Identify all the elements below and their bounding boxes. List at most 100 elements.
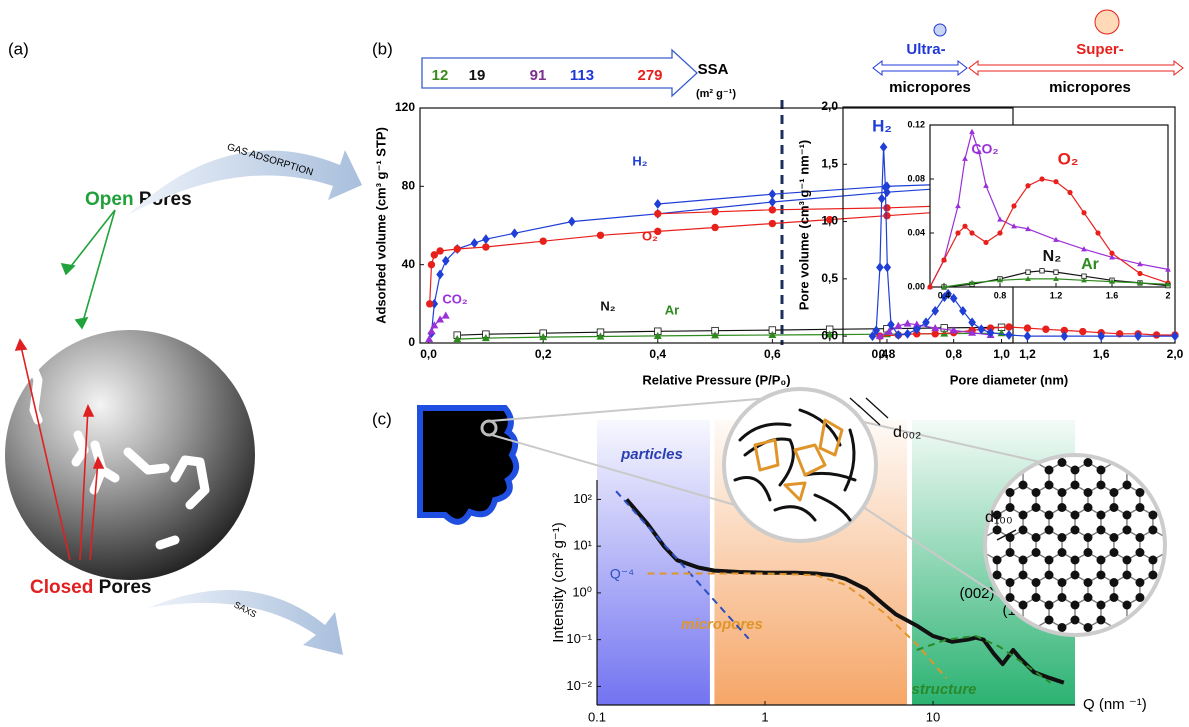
data-point [1109,254,1115,260]
atom [1135,548,1145,557]
atom [1135,593,1145,602]
atom [1148,570,1158,580]
data-point [983,239,989,246]
series-label: O₂ [642,228,658,243]
data-point [1137,261,1143,267]
data-point [969,128,975,134]
atom [1031,593,1041,602]
data-point [436,315,445,323]
arrow-head [60,262,89,330]
data-point [453,334,462,343]
x-tick-label: 2 [1165,290,1170,300]
atom [992,555,1002,565]
chart: 0.4 0.8 1.2 1.6 2 0.00 0.04 0.08 0.12 CO₂ O₂ N₂ Ar [907,119,1171,300]
data-point [872,325,881,336]
atom [1148,525,1158,535]
hexagon [1179,553,1189,583]
data-point [430,321,439,329]
series-label: O₂ [1058,149,1079,168]
x-tick-label: 1,2 [1019,347,1036,361]
plot-frame [842,106,1176,344]
data-point [427,327,436,335]
atom [1031,503,1041,512]
micropore-shapes [753,418,844,502]
hexagon [1166,485,1189,515]
x-tick-label: 0.1 [588,709,606,722]
data-point [1053,269,1059,275]
panel-label: (b) [372,39,393,58]
atom [1044,465,1054,475]
ssa-arrow [421,48,698,98]
data-point [883,262,892,273]
pores-word: Pores [99,577,152,598]
atom [1005,503,1015,512]
ssa-value: 12 [432,67,449,84]
data-point [1137,270,1143,277]
ssa-value: 279 [637,67,662,84]
data-point [1053,179,1059,185]
data-point [1171,331,1179,342]
data-point [941,283,947,290]
data-point [1081,277,1087,283]
d-arrow [849,397,861,408]
micropore [753,438,780,472]
data-point [962,155,968,161]
y-axis-label: Pore volume (cm³ g⁻¹ nm⁻¹) [796,140,811,310]
data-point [1025,269,1031,275]
y-tick-label: 2,0 [821,99,838,113]
atom [1070,480,1080,490]
data-point [654,210,662,218]
atom [1044,600,1054,610]
data-point [426,300,434,308]
data-point [931,323,940,332]
data-point [968,317,976,328]
data-point [539,333,548,341]
d002-marker [849,397,889,426]
atom [1005,488,1015,497]
atom [1070,600,1080,610]
atom [1096,525,1106,535]
data-point [949,326,958,334]
data-point [596,332,605,340]
data-point [441,311,450,319]
x-tick-label: 0,8 [879,347,896,361]
atom [1018,510,1028,520]
closed-word: Closed [30,577,93,598]
data-point [1005,323,1013,331]
x-tick-label: 1,6 [1093,347,1110,361]
region-label: micropores [681,616,763,633]
zoom-line [489,397,771,422]
particle-blob [417,405,520,525]
closed-pores-label: Closed Pores [30,577,151,598]
data-point [986,327,995,338]
ultra-arrow [872,59,968,77]
y-tick-label: 0 [408,335,415,349]
data-point [654,227,662,236]
y-tick-label: 0.04 [907,227,925,237]
super-circle [1094,9,1120,35]
hexagon [1166,530,1189,560]
atom [1083,578,1093,587]
hexagon [1179,508,1189,538]
x-tick-label: 0,0 [420,347,437,361]
data-point [596,231,605,239]
data-point [969,230,975,236]
atom [1057,578,1067,587]
pore [50,285,83,330]
pores-word: Pores [139,189,192,210]
y-tick-label: 0,0 [821,328,838,342]
data-point [944,288,952,299]
atom [1005,533,1015,542]
atom [1018,525,1028,535]
series-label: Ar [1081,256,1099,273]
y-tick-label: 80 [402,179,416,193]
atom [1070,525,1080,535]
y-tick-label: 10² [573,491,592,506]
atom [1096,510,1106,520]
open-word: Open [85,189,134,210]
atom [1135,533,1145,542]
atom [1044,525,1054,535]
data-point [1023,324,1032,332]
x-tick-label: 0,8 [945,347,962,361]
ssa-unit: (m² g⁻¹) [696,88,736,100]
